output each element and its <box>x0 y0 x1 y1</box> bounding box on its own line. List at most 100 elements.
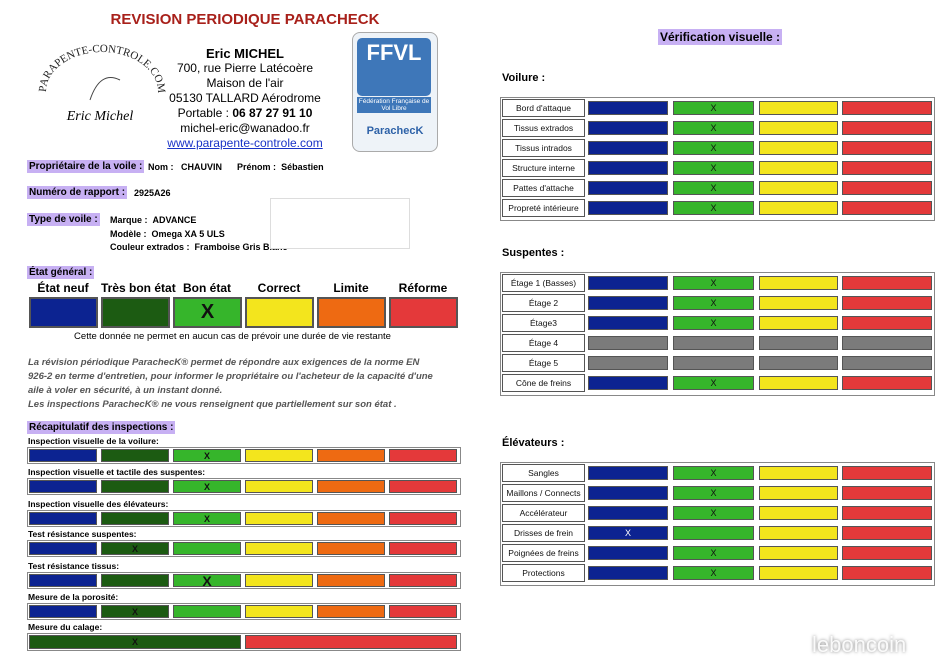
check-cell: X <box>673 376 754 390</box>
state-level: Bon état <box>183 281 231 295</box>
check-cell <box>842 296 932 310</box>
check-cell <box>842 566 932 580</box>
paragraph-line: Les inspections ParachecK® ne vous rense… <box>28 399 397 410</box>
badge-federation: Fédération Française de Vol Libre <box>357 97 431 113</box>
section-title: Voilure : <box>502 72 546 84</box>
redaction <box>270 198 410 249</box>
check-cell <box>588 296 668 310</box>
check-cell <box>588 181 668 195</box>
owner: Nom : CHAUVIN Prénom : Sébastien <box>148 162 324 172</box>
logo-text: PARAPENTE-CONTROLE.COM <box>37 43 167 94</box>
report-number: 2925A26 <box>134 188 171 198</box>
wing-field: Marque : ADVANCE <box>110 214 288 228</box>
check-mark: X <box>710 103 717 113</box>
first-name-label: Prénom : <box>237 162 277 172</box>
paragraph-line: aile à voler en sécurité, à un instant d… <box>28 385 223 396</box>
summary-name: Test résistance tissus: <box>28 561 120 571</box>
state-cell <box>29 297 98 328</box>
check-cell <box>759 181 838 195</box>
field-value: ADVANCE <box>152 215 197 225</box>
state-note: Cette donnée ne permet en aucun cas de p… <box>74 331 391 342</box>
check-cell <box>759 276 838 290</box>
summary-cell <box>317 512 385 525</box>
check-cell <box>588 466 668 480</box>
summary-cell <box>101 512 169 525</box>
check-cell <box>588 506 668 520</box>
check-cell: X <box>673 181 754 195</box>
summary-frame <box>27 540 461 557</box>
summary-frame <box>27 603 461 620</box>
check-cell <box>759 546 838 560</box>
check-cell <box>842 181 932 195</box>
check-cell <box>842 526 932 540</box>
check-cell <box>759 486 838 500</box>
website[interactable]: www.parapente-controle.com <box>167 136 323 150</box>
section-title: Suspentes : <box>502 247 565 259</box>
state-level: Limite <box>333 281 369 295</box>
row-name: Maillons / Connects <box>502 484 585 502</box>
check-cell: X <box>673 161 754 175</box>
check-cell <box>842 466 932 480</box>
check-cell <box>759 506 838 520</box>
check-cell <box>759 161 838 175</box>
paragraph: La révision périodique ParachecK® permet… <box>28 356 433 412</box>
name-label: Nom : <box>148 162 174 172</box>
summary-cell <box>173 605 241 618</box>
summary-cell <box>317 574 385 587</box>
check-cell <box>759 526 838 540</box>
summary-frame <box>27 447 461 464</box>
check-cell: X <box>673 316 754 330</box>
summary-cell <box>245 635 457 649</box>
check-cell <box>842 546 932 560</box>
check-mark: X <box>710 318 717 328</box>
check-cell <box>842 506 932 520</box>
field-label: Modèle : <box>110 228 147 239</box>
row-name: Étage3 <box>502 314 585 332</box>
check-cell <box>588 356 668 370</box>
address: Maison de l'air <box>206 76 284 90</box>
check-cell <box>759 566 838 580</box>
check-cell <box>588 376 668 390</box>
summary-mark: X <box>203 450 210 461</box>
summary-cell <box>29 449 97 462</box>
check-mark: X <box>710 183 717 193</box>
row-name: Tissus extrados <box>502 119 585 137</box>
check-cell <box>759 121 838 135</box>
check-cell: X <box>673 546 754 560</box>
email: michel-eric@wanadoo.fr <box>180 121 310 135</box>
check-cell: X <box>673 566 754 580</box>
signature: Eric Michel <box>66 109 134 124</box>
address: 700, rue Pierre Latécoère <box>176 61 314 75</box>
row-name: Étage 1 (Basses) <box>502 274 585 292</box>
check-cell <box>673 526 754 540</box>
summary-mark: X <box>203 513 210 524</box>
check-cell <box>588 546 668 560</box>
summary-mark: X <box>203 481 210 492</box>
summary-name: Test résistance suspentes: <box>28 529 137 539</box>
state-level: Très bon état <box>101 281 176 295</box>
field-value: Framboise Gris Blanc <box>194 242 288 252</box>
check-cell <box>588 566 668 580</box>
check-mark: X <box>710 378 717 388</box>
field-label: Marque : <box>110 215 148 225</box>
check-mark: X <box>710 548 717 558</box>
row-name: Tissus intrados <box>502 139 585 157</box>
check-cell <box>842 316 932 330</box>
summary-cell: X <box>29 635 241 649</box>
row-name: Structure interne <box>502 159 585 177</box>
check-cell: X <box>588 526 668 540</box>
contact: Eric MICHEL 700, rue Pierre Latécoère Ma… <box>160 46 330 151</box>
check-cell <box>842 486 932 500</box>
row-name: Étage 4 <box>502 334 585 352</box>
row-name: Pattes d'attache <box>502 179 585 197</box>
summary-name: Mesure du calage: <box>28 622 103 632</box>
check-cell <box>588 121 668 135</box>
wing-label: Type de voile : <box>27 213 100 226</box>
state-level: Correct <box>257 281 301 295</box>
check-cell <box>842 356 932 370</box>
wing-field: Couleur extrados : Framboise Gris Blanc <box>110 241 288 255</box>
row-name: Cône de freins <box>502 374 585 392</box>
summary-cell <box>389 449 457 462</box>
check-cell <box>588 316 668 330</box>
